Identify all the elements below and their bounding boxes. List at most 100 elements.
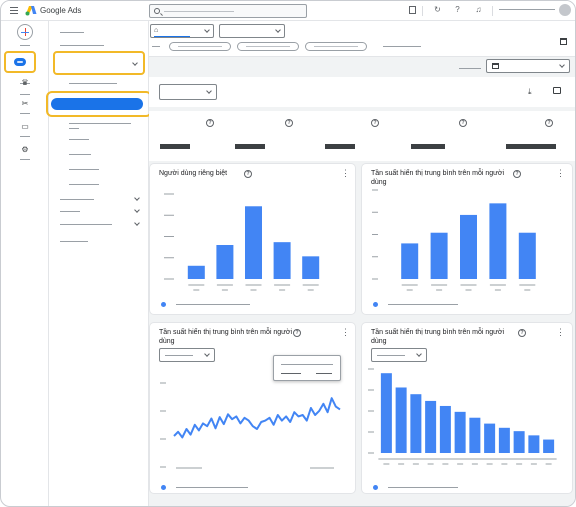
filter-chip[interactable] xyxy=(169,42,231,51)
panel-icon[interactable] xyxy=(560,38,567,45)
more-options-icon[interactable] xyxy=(556,327,565,338)
chevron-down-icon xyxy=(204,27,210,33)
nav-label[interactable] xyxy=(60,211,80,212)
bar xyxy=(380,373,392,453)
nav-label[interactable] xyxy=(60,199,94,200)
filter-label xyxy=(152,46,160,47)
filter-chip[interactable] xyxy=(237,42,299,51)
legend-marker xyxy=(161,302,166,307)
help-icon[interactable]: ? xyxy=(293,329,301,337)
rail-label xyxy=(20,83,30,84)
account-name[interactable] xyxy=(499,9,555,10)
rail-label xyxy=(20,159,30,160)
account-selector[interactable]: ⌂ xyxy=(150,24,214,38)
nav-sub-label[interactable] xyxy=(69,184,99,185)
help-icon[interactable]: ? xyxy=(285,119,293,127)
bar xyxy=(410,394,422,453)
date-label xyxy=(459,68,481,69)
secondary-nav xyxy=(46,21,152,506)
admin-icon[interactable]: ⚙ xyxy=(21,145,29,154)
campaign-selector[interactable] xyxy=(219,24,285,38)
calendar-icon xyxy=(492,63,499,69)
card-title: Tần suất hiển thị trung bình trên mỗi ng… xyxy=(159,329,293,345)
left-rail: ♛ ✂ ▭ ⚙ xyxy=(1,21,49,506)
feedback-icon[interactable] xyxy=(553,87,561,94)
campaigns-icon xyxy=(14,58,26,66)
download-icon[interactable]: ⤓ xyxy=(528,87,532,96)
menu-icon[interactable] xyxy=(10,7,18,14)
metric-dropdown[interactable] xyxy=(371,348,427,362)
dropdown-value xyxy=(377,355,405,356)
nav-sub-label[interactable] xyxy=(69,123,131,124)
nav-sub-label[interactable] xyxy=(69,139,89,140)
nav-sub-label[interactable] xyxy=(69,154,91,155)
billing-icon[interactable]: ▭ xyxy=(21,122,29,131)
more-options-icon[interactable] xyxy=(341,327,350,338)
search-bar[interactable] xyxy=(149,4,307,18)
nav-label[interactable] xyxy=(60,224,112,225)
chevron-down-icon[interactable] xyxy=(134,195,140,201)
nav-item-active-highlight[interactable] xyxy=(46,91,152,117)
nav-item-expanded[interactable] xyxy=(53,51,145,75)
card-title: Người dùng riêng biệt xyxy=(159,170,228,177)
rail-item-campaigns-highlight[interactable] xyxy=(4,51,36,73)
goals-icon[interactable]: ♛ xyxy=(21,78,29,87)
kpi-value xyxy=(506,144,556,149)
bar xyxy=(543,439,555,453)
more-options-icon[interactable] xyxy=(341,168,350,179)
nav-label xyxy=(60,45,104,46)
legend-label xyxy=(388,487,458,488)
nav-sub-label[interactable] xyxy=(69,169,99,170)
bar xyxy=(401,243,419,279)
help-icon[interactable]: ? xyxy=(244,170,252,178)
bar xyxy=(216,245,234,279)
card-title: Tần suất hiển thị trung bình trên mỗi ng… xyxy=(371,329,505,345)
chevron-down-icon[interactable] xyxy=(134,207,140,213)
search-placeholder xyxy=(164,11,234,12)
create-button[interactable] xyxy=(17,24,33,40)
bar xyxy=(469,417,481,453)
tools-icon[interactable] xyxy=(409,6,416,14)
series-line xyxy=(173,397,341,439)
nav-label xyxy=(60,32,84,33)
notifications-icon[interactable]: ♫ xyxy=(475,5,482,14)
report-toolbar: ⤓ xyxy=(149,77,575,107)
rail-label xyxy=(20,113,30,114)
refresh-icon[interactable]: ↻ xyxy=(434,5,441,14)
brand-name: Google Ads xyxy=(40,6,82,15)
legend-marker xyxy=(161,485,166,490)
segment-dropdown[interactable] xyxy=(159,84,217,100)
legend-label xyxy=(388,304,458,305)
legend-marker xyxy=(373,302,378,307)
avatar[interactable] xyxy=(559,4,571,16)
bar xyxy=(425,400,437,453)
tools-icon[interactable]: ✂ xyxy=(21,99,29,108)
chart-tooltip xyxy=(273,355,341,381)
help-icon[interactable]: ? xyxy=(455,5,460,14)
help-icon[interactable]: ? xyxy=(518,329,526,337)
kpi-value xyxy=(160,144,190,149)
unique-users-chart xyxy=(164,193,320,291)
tooltip-label xyxy=(281,364,333,365)
search-icon xyxy=(154,8,160,14)
unique-users-card: Người dùng riêng biệt ? xyxy=(150,164,355,314)
nav-item-active[interactable] xyxy=(51,98,143,110)
help-icon[interactable]: ? xyxy=(459,119,467,127)
rail-label xyxy=(20,94,30,95)
help-icon[interactable]: ? xyxy=(371,119,379,127)
bar xyxy=(430,232,448,279)
nav-label[interactable] xyxy=(60,241,88,242)
bar xyxy=(395,387,407,453)
help-icon[interactable]: ? xyxy=(545,119,553,127)
help-icon[interactable]: ? xyxy=(206,119,214,127)
filter-chip[interactable] xyxy=(305,42,367,51)
dropdown-value xyxy=(165,355,193,356)
chevron-down-icon[interactable] xyxy=(134,220,140,226)
help-icon[interactable]: ? xyxy=(513,170,521,178)
avg-frequency-chart xyxy=(372,189,536,291)
date-range-selector[interactable] xyxy=(486,59,570,73)
more-options-icon[interactable] xyxy=(556,168,565,179)
metric-dropdown[interactable] xyxy=(159,348,215,362)
nav-sub-label[interactable] xyxy=(69,83,117,84)
